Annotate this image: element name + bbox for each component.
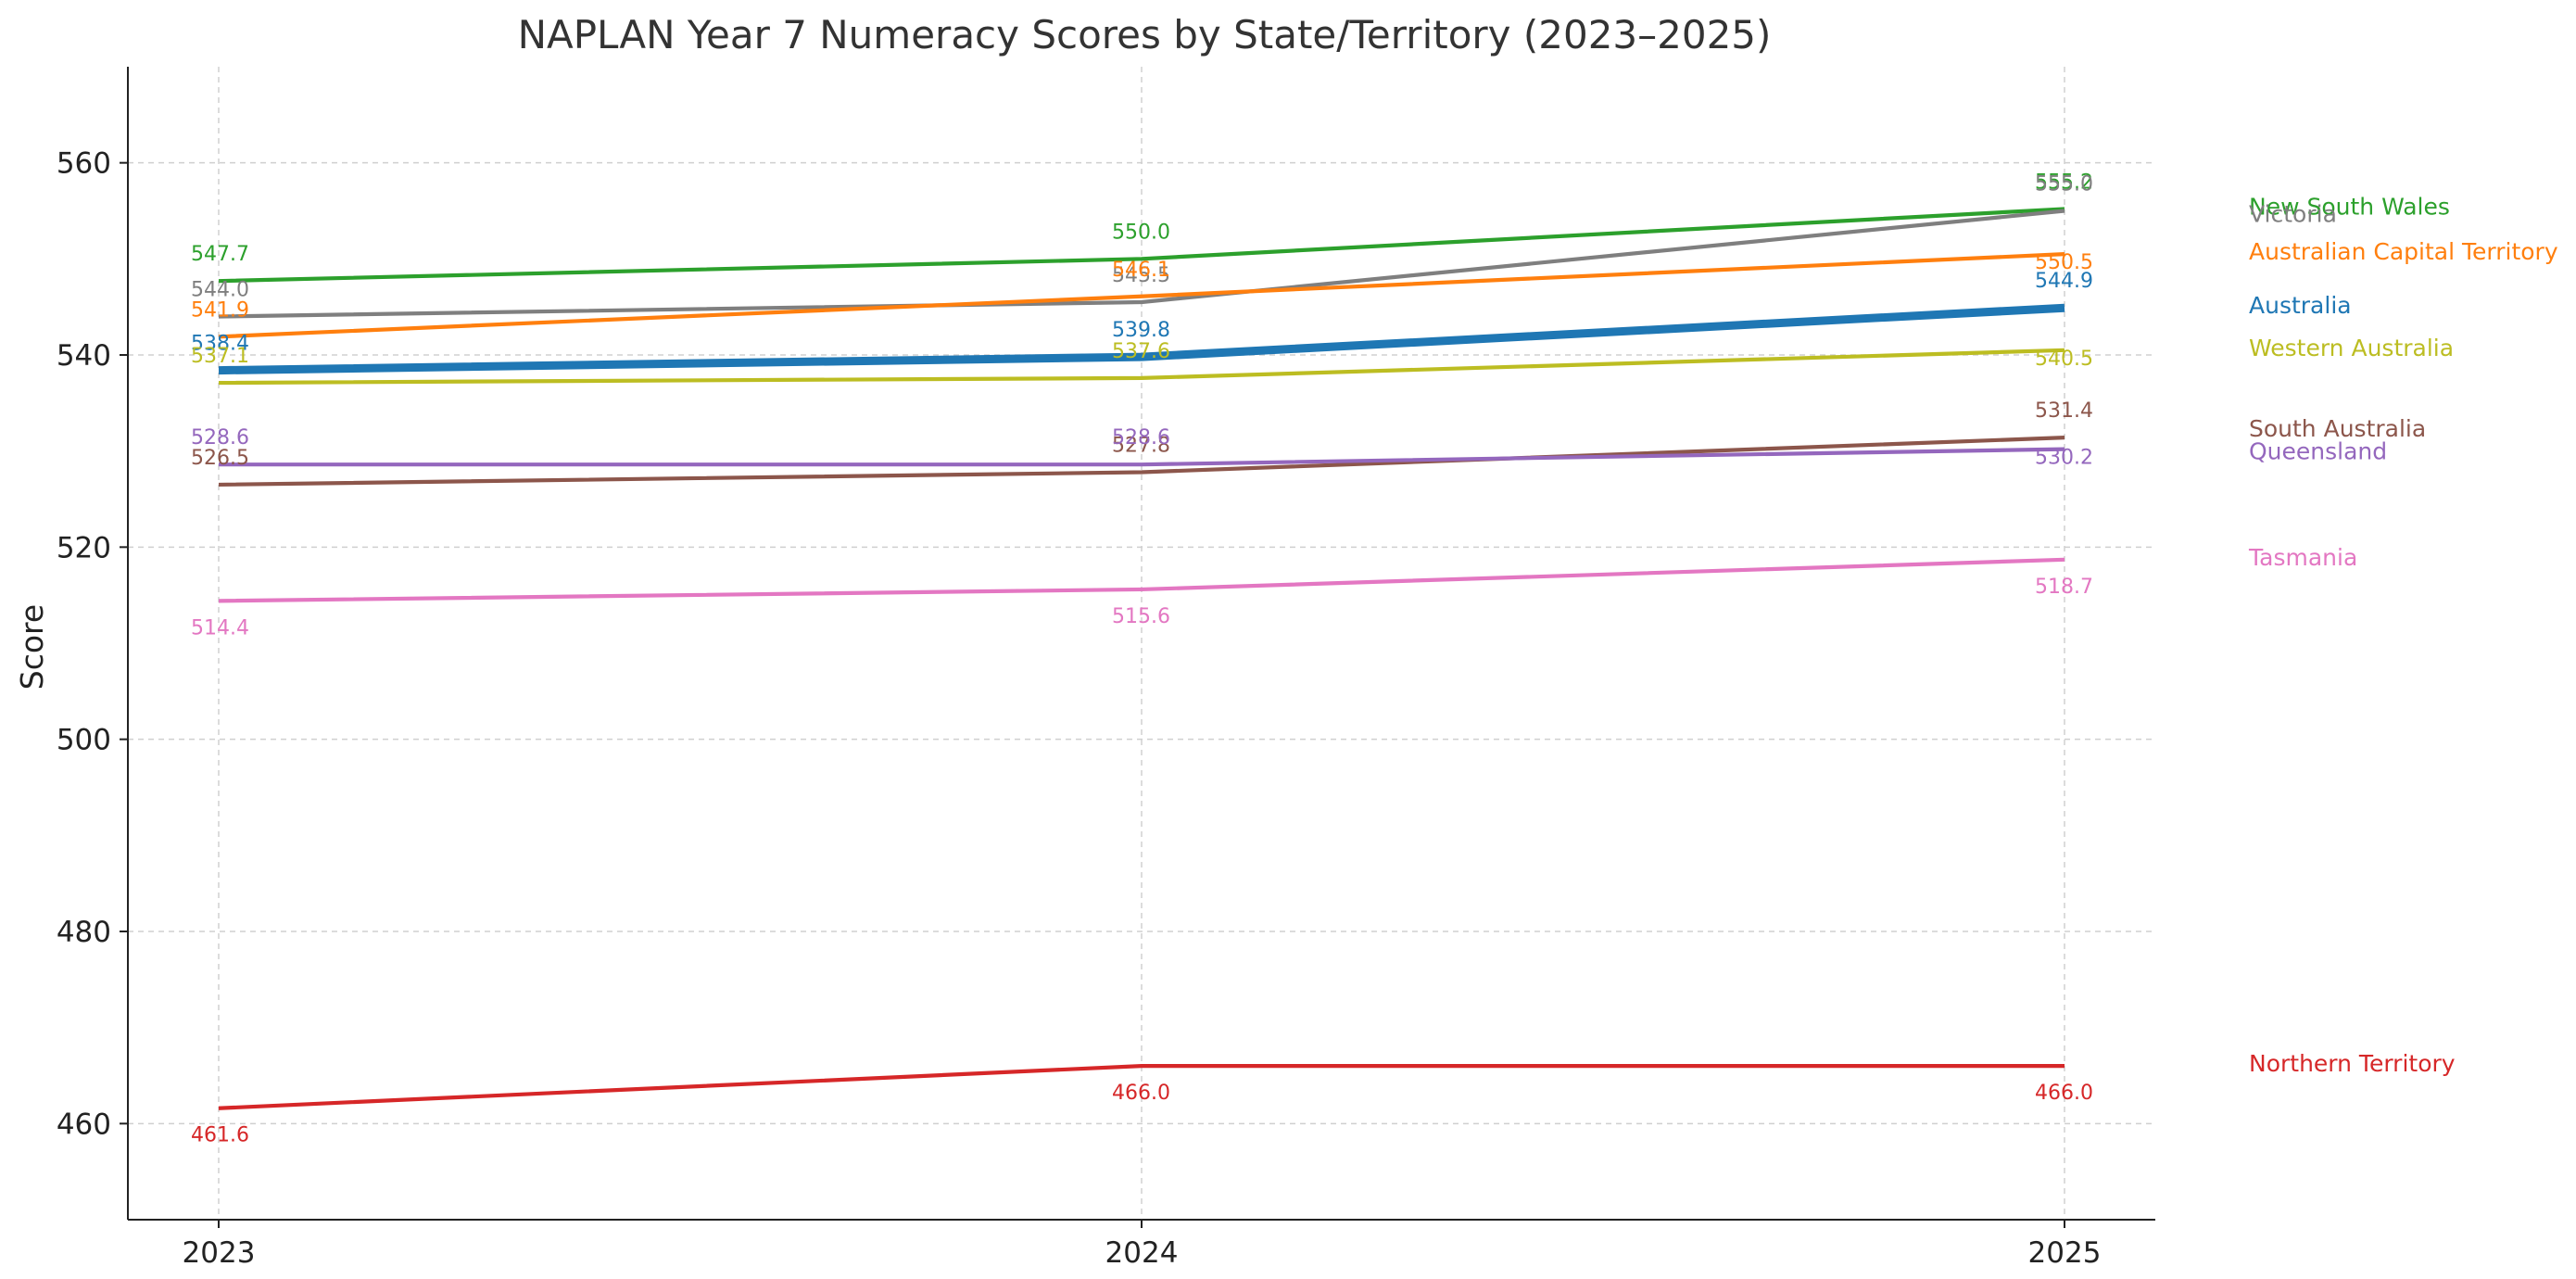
series-name-south-australia: South Australia (2249, 415, 2426, 442)
series-line-australia (218, 303, 2065, 375)
data-label-victoria: 555.0 (2035, 173, 2093, 196)
data-label-western-australia: 537.1 (191, 345, 249, 368)
data-label-tasmania: 515.6 (1112, 605, 1170, 628)
data-label-south-australia: 531.4 (2035, 399, 2093, 423)
series-line-australian-capital-territory (218, 252, 2065, 339)
data-label-victoria: 545.5 (1112, 264, 1170, 287)
data-label-australia: 538.4 (191, 333, 249, 356)
series-line-western-australia (218, 348, 2065, 386)
data-label-northern-territory: 461.6 (191, 1124, 249, 1147)
y-tick-label: 560 (57, 147, 111, 181)
data-label-australia: 544.9 (2035, 270, 2093, 293)
data-label-new-south-wales: 555.2 (2035, 171, 2093, 194)
data-label-new-south-wales: 547.7 (191, 243, 249, 266)
series-line-northern-territory (218, 1064, 2065, 1110)
y-tick-label: 500 (57, 724, 111, 757)
data-label-tasmania: 518.7 (2035, 576, 2093, 599)
data-label-northern-territory: 466.0 (1112, 1082, 1170, 1105)
series-line-tasmania (218, 557, 2065, 603)
data-label-south-australia: 526.5 (191, 447, 249, 470)
x-tick-label: 2024 (1105, 1236, 1179, 1270)
series-name-australia: Australia (2249, 292, 2352, 319)
x-tick-label: 2023 (183, 1236, 256, 1270)
data-label-northern-territory: 466.0 (2035, 1082, 2093, 1105)
y-tick-label: 520 (57, 531, 111, 564)
series-name-victoria: Victoria (2249, 201, 2337, 228)
series-name-northern-territory: Northern Territory (2249, 1050, 2456, 1077)
y-tick-label: 540 (57, 339, 111, 373)
data-label-queensland: 528.6 (191, 426, 249, 450)
axes: 460 480 500 520 540 560 2023 2024 2025 (57, 67, 2155, 1270)
data-label-new-south-wales: 550.0 (1112, 221, 1170, 244)
data-labels: 547.7 550.0 555.2 544.0 545.5 555.0 541.9 546.1… (191, 171, 2093, 1146)
data-label-queensland: 530.2 (2035, 447, 2093, 470)
series-line-victoria (218, 209, 2065, 319)
series-line-new-south-wales (218, 207, 2065, 284)
series-name-australian-capital-territory: Australian Capital Territory (2249, 238, 2558, 265)
data-label-western-australia: 540.5 (2035, 348, 2093, 371)
data-label-victoria: 544.0 (191, 279, 249, 302)
series-lines (218, 207, 2065, 1110)
series-line-queensland (219, 447, 2065, 467)
data-label-australian-capital-territory: 541.9 (191, 298, 249, 322)
chart-title: NAPLAN Year 7 Numeracy Scores by State/T… (518, 12, 1772, 57)
series-line-south-australia (218, 436, 2065, 488)
y-tick-label: 460 (57, 1108, 111, 1141)
data-label-australian-capital-territory: 550.5 (2035, 251, 2093, 274)
y-axis-title: Score (14, 604, 50, 690)
data-label-south-australia: 527.8 (1112, 434, 1170, 457)
data-label-tasmania: 514.4 (191, 616, 249, 640)
x-tick-label: 2025 (2028, 1236, 2102, 1270)
y-tick-label: 480 (57, 916, 111, 949)
series-name-tasmania: Tasmania (2248, 544, 2357, 571)
data-label-australia: 539.8 (1112, 319, 1170, 342)
series-name-queensland: Queensland (2249, 438, 2387, 465)
data-label-western-australia: 537.6 (1112, 340, 1170, 363)
series-name-western-australia: Western Australia (2249, 335, 2454, 361)
data-label-australian-capital-territory: 546.1 (1112, 259, 1170, 282)
series-name-new-south-wales: New South Wales (2249, 193, 2450, 220)
data-label-queensland: 528.6 (1112, 426, 1170, 450)
